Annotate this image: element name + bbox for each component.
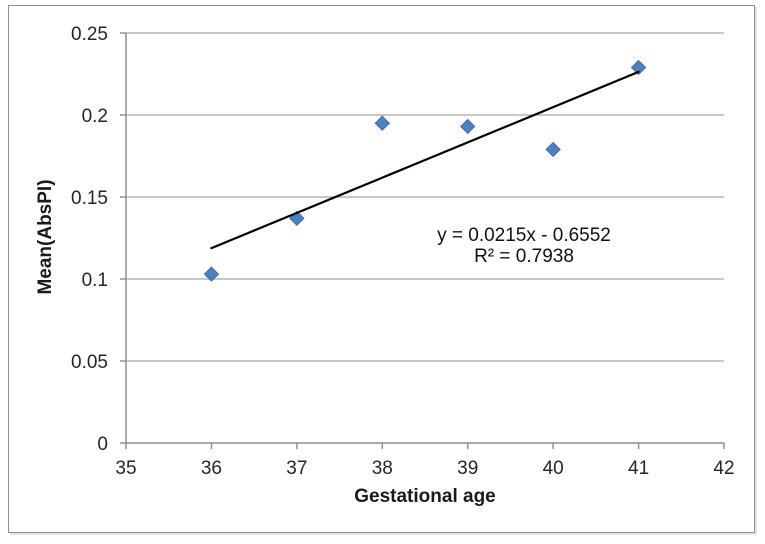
equation-text: y = 0.0215x - 0.6552 (437, 225, 611, 246)
svg-text:36: 36 (201, 458, 222, 479)
svg-text:41: 41 (628, 458, 649, 479)
svg-text:35: 35 (115, 458, 136, 479)
svg-text:0.25: 0.25 (71, 24, 108, 45)
r-squared-text: R² = 0.7938 (474, 246, 574, 267)
trendline-equation: y = 0.0215x - 0.6552 R² = 0.7938 (374, 225, 674, 267)
scatter-plot: 35 36 37 38 39 40 41 42 0 0.05 0.1 0.15 0.2 0.25 (71, 24, 735, 479)
x-axis-title: Gestational age (354, 486, 496, 507)
svg-text:0.15: 0.15 (71, 188, 108, 209)
svg-text:39: 39 (457, 458, 478, 479)
chart-frame: 35 36 37 38 39 40 41 42 0 0.05 0.1 0.15 0.2 0.25 Mean… (8, 5, 755, 533)
y-axis-title: Mean(AbsPI) (35, 179, 56, 295)
svg-text:38: 38 (372, 458, 393, 479)
svg-text:0.05: 0.05 (71, 352, 108, 373)
svg-text:0: 0 (97, 434, 108, 455)
svg-text:0.2: 0.2 (82, 106, 108, 127)
svg-text:42: 42 (713, 458, 734, 479)
svg-text:37: 37 (286, 458, 307, 479)
svg-text:0.1: 0.1 (82, 270, 108, 291)
svg-text:40: 40 (543, 458, 564, 479)
